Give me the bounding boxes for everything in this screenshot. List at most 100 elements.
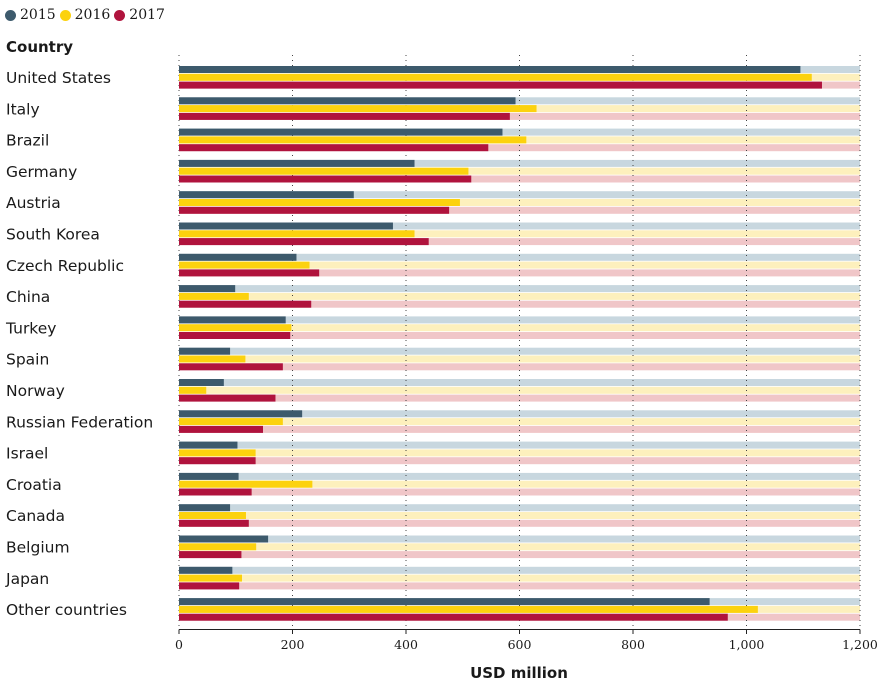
bar-2016-11 [179, 418, 283, 426]
bar-2017-4 [179, 206, 450, 214]
bar-2016-2 [179, 136, 527, 144]
bar-2017-9 [179, 363, 283, 371]
bar-2017-11 [179, 425, 263, 433]
bar-2016-12 [179, 449, 256, 457]
bar-track [179, 253, 860, 261]
bar-2016-15 [179, 543, 257, 551]
bar-2017-14 [179, 519, 249, 527]
bar-track [179, 144, 860, 152]
bar-track [179, 112, 860, 120]
category-label: Japan [5, 570, 49, 588]
category-label: Czech Republic [6, 257, 124, 275]
bar-2017-7 [179, 300, 312, 308]
bar-track [179, 199, 860, 206]
x-tick-label: 1,000 [729, 637, 765, 652]
legend-label: 2016 [74, 7, 111, 23]
bar-track [179, 316, 860, 324]
category-label: Croatia [6, 476, 62, 494]
legend-item-2016: 2016 [59, 7, 111, 23]
bar-2016-5 [179, 230, 415, 238]
bar-2017-2 [179, 144, 489, 152]
bar-track [179, 379, 860, 386]
bar-track [179, 394, 860, 402]
bar-track [179, 418, 860, 426]
category-label: Brazil [6, 132, 49, 150]
bar-2015-15 [179, 535, 269, 543]
bar-2016-16 [179, 574, 242, 582]
bar-track [179, 425, 860, 433]
bar-track [179, 175, 860, 183]
bar-2015-1 [179, 97, 516, 105]
bar-track [179, 551, 860, 559]
legend-swatch [5, 9, 16, 21]
bar-2015-10 [179, 379, 224, 386]
bar-2016-9 [179, 355, 246, 363]
bar-2015-13 [179, 472, 239, 480]
category-label: South Korea [6, 226, 100, 244]
bar-2017-13 [179, 488, 252, 496]
legend-swatch [59, 9, 71, 21]
legend-item-2017: 2017 [114, 7, 165, 23]
bar-2015-16 [179, 566, 233, 574]
bar-2016-6 [179, 261, 310, 269]
bar-track [179, 355, 860, 363]
bar-2015-11 [179, 410, 303, 418]
x-tick-label: 400 [394, 637, 418, 652]
bar-track [179, 543, 860, 551]
bar-track [179, 167, 860, 175]
bar-2016-7 [179, 292, 249, 300]
legend-label: 2015 [20, 7, 56, 23]
bar-2015-3 [179, 159, 415, 167]
bar-2017-1 [179, 112, 510, 120]
legend: 2015 2016 2017 [5, 5, 169, 25]
bar-2017-0 [179, 81, 822, 89]
category-label: Israel [6, 445, 48, 463]
bar-track [179, 480, 860, 488]
category-label: Russian Federation [6, 413, 153, 431]
bar-2015-7 [179, 285, 236, 293]
bar-2016-0 [179, 73, 812, 81]
bar-2016-13 [179, 480, 313, 488]
bar-track [179, 238, 860, 246]
bar-2015-4 [179, 191, 354, 199]
bar-track [179, 449, 860, 457]
x-tick-label: 800 [621, 637, 645, 652]
bar-2015-5 [179, 222, 393, 230]
category-label: Canada [6, 507, 65, 525]
category-label: United States [6, 69, 111, 87]
category-label: Spain [6, 351, 49, 369]
bar-2016-3 [179, 167, 469, 175]
bar-2016-4 [179, 199, 460, 206]
bar-2015-14 [179, 504, 231, 512]
bar-2016-14 [179, 512, 246, 519]
bar-2017-16 [179, 582, 240, 590]
bar-track [179, 504, 860, 512]
bar-track [179, 159, 860, 167]
legend-swatch [114, 9, 126, 21]
bar-track [179, 363, 860, 371]
bar-track [179, 128, 860, 136]
category-label: Germany [6, 163, 77, 181]
category-label: Belgium [6, 539, 70, 557]
bar-2015-9 [179, 347, 231, 355]
legend-item-2015: 2015 [5, 7, 56, 23]
bar-track [179, 574, 860, 582]
x-tick-label: 600 [508, 637, 532, 652]
bar-track [179, 269, 860, 277]
category-label: Turkey [5, 319, 56, 337]
bar-2015-8 [179, 316, 286, 324]
bar-track [179, 300, 860, 308]
bar-track [179, 535, 860, 543]
bar-track [179, 519, 860, 527]
category-label: Other countries [6, 601, 127, 619]
bar-track [179, 285, 860, 293]
category-label: China [6, 288, 50, 306]
x-tick-label: 0 [175, 637, 183, 652]
x-tick-label: 200 [281, 637, 305, 652]
bar-2017-15 [179, 551, 242, 559]
bar-track [179, 488, 860, 496]
bar-2016-1 [179, 105, 537, 113]
bar-2016-17 [179, 605, 758, 613]
bar-track [179, 347, 860, 355]
